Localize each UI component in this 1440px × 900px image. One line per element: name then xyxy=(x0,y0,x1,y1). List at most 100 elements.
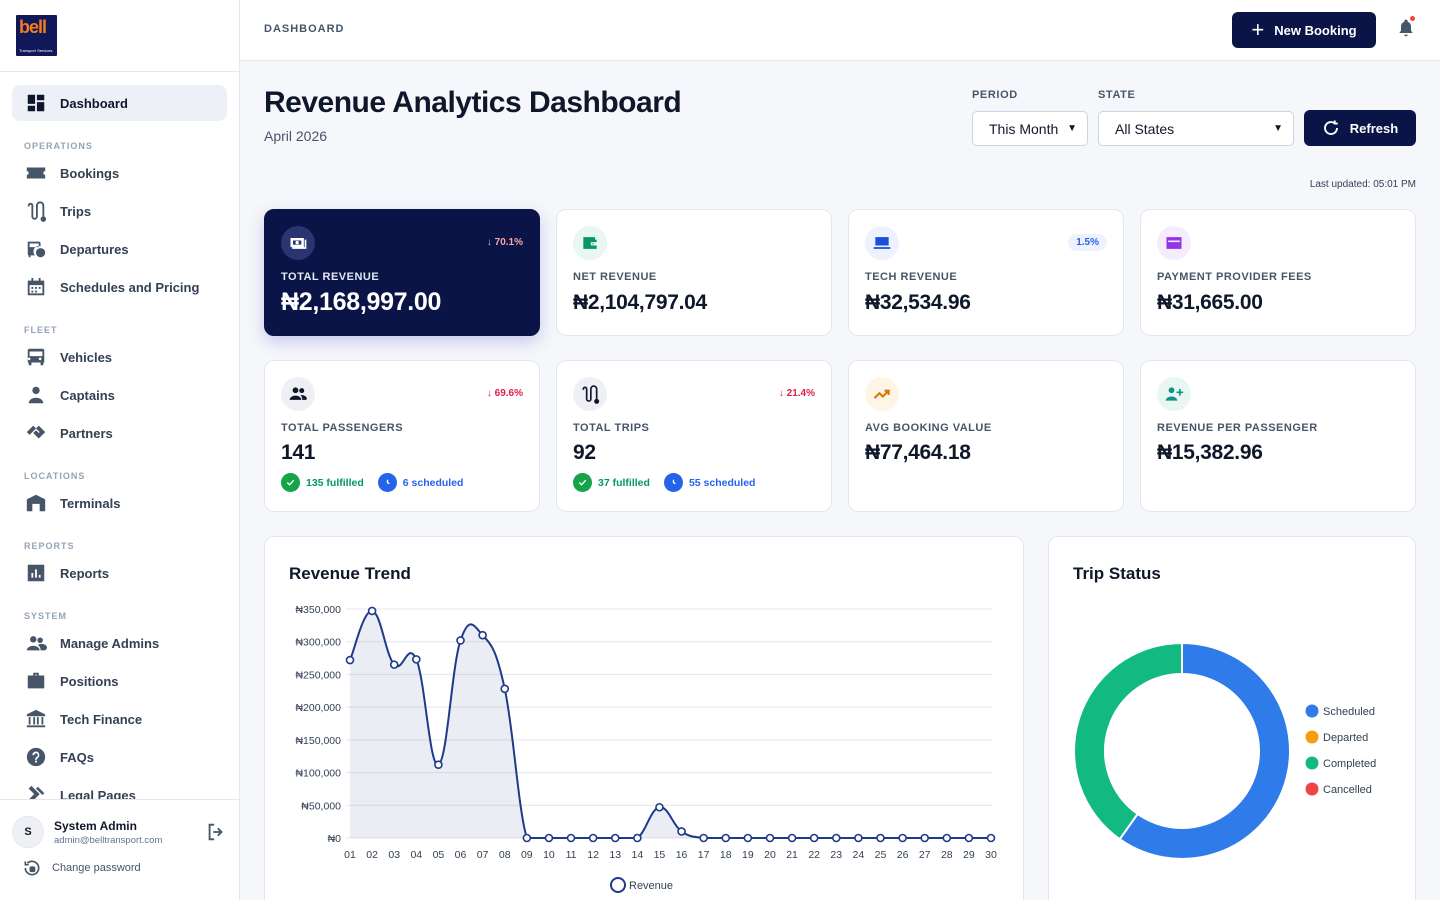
state-label: STATE xyxy=(1098,89,1136,101)
sidebar-item-dashboard[interactable]: Dashboard xyxy=(12,85,227,121)
trip-status-panel: Trip Status Scheduled Departed Completed Ca… xyxy=(1048,536,1416,900)
sidebar-item-terminals[interactable]: Terminals xyxy=(12,485,227,521)
change-password-link[interactable]: Change password xyxy=(0,854,239,878)
bank-icon xyxy=(24,707,48,731)
total-passengers-label: TOTAL PASSENGERS xyxy=(281,422,404,434)
user-email: admin@belltransport.com xyxy=(54,834,163,846)
total-trips-label: TOTAL TRIPS xyxy=(573,422,650,434)
state-select[interactable]: All States ▼ xyxy=(1098,111,1294,146)
net-revenue-value: ₦2,104,797.04 xyxy=(573,291,707,314)
x-tick-label: 04 xyxy=(410,849,422,861)
sidebar-item-label: Trips xyxy=(60,203,92,219)
data-point xyxy=(345,655,355,665)
avg-booking-card: AVG BOOKING VALUE ₦77,464.18 xyxy=(848,360,1124,512)
sidebar-item-label: Tech Finance xyxy=(60,711,143,727)
people-icon xyxy=(24,631,48,655)
provider-fees-card: PAYMENT PROVIDER FEES ₦31,665.00 xyxy=(1140,209,1416,336)
trips-fulfilled: 37 fulfilled xyxy=(598,476,650,489)
data-point xyxy=(920,833,929,843)
revenue-per-passenger-card: REVENUE PER PASSENGER ₦15,382.96 xyxy=(1140,360,1416,512)
tech-revenue-value: ₦32,534.96 xyxy=(865,291,971,314)
sidebar-item-label: Legal Pages xyxy=(60,787,136,803)
sidebar-footer: S System Admin admin@belltransport.com C… xyxy=(0,799,239,900)
sidebar-item-captains[interactable]: Captains xyxy=(12,377,227,413)
sidebar-item-trips[interactable]: Trips xyxy=(12,193,227,229)
sidebar-item-label: FAQs xyxy=(60,749,94,765)
sidebar-item-vehicles[interactable]: Vehicles xyxy=(12,339,227,375)
data-point xyxy=(898,833,907,843)
legend-marker xyxy=(610,877,626,893)
total-passengers-card: ↓ 69.6% TOTAL PASSENGERS 141 135 fulfill… xyxy=(264,360,540,512)
section-operations: OPERATIONS xyxy=(24,141,93,151)
section-locations: LOCATIONS xyxy=(24,471,86,481)
bell-icon[interactable] xyxy=(1396,17,1416,39)
sidebar-item-label: Vehicles xyxy=(60,349,113,365)
logout-icon[interactable] xyxy=(205,821,227,843)
period-select[interactable]: This Month ▼ xyxy=(972,111,1088,146)
x-tick-label: 12 xyxy=(587,849,599,861)
sidebar-item-tech-finance[interactable]: Tech Finance xyxy=(12,701,227,737)
trip-status-chart[interactable]: Scheduled Departed Completed Cancelled xyxy=(1049,537,1415,900)
route-icon xyxy=(573,377,607,411)
history-lock-icon xyxy=(24,860,40,876)
data-point xyxy=(787,833,797,843)
slice-completed xyxy=(1073,641,1183,841)
data-point xyxy=(677,827,686,836)
cash-icon xyxy=(281,226,315,260)
data-point xyxy=(544,833,554,843)
data-point xyxy=(478,630,487,640)
x-tick-label: 29 xyxy=(963,849,975,861)
x-tick-label: 19 xyxy=(742,849,754,861)
sidebar-item-label: Departures xyxy=(60,241,129,257)
x-tick-label: 10 xyxy=(543,849,555,861)
sidebar-item-departures[interactable]: Departures xyxy=(12,231,227,267)
trip-status-title: Trip Status xyxy=(1073,564,1161,583)
passengers-change: ↓ 69.6% xyxy=(486,388,523,399)
legend-label: Departed xyxy=(1323,732,1368,744)
page-subtitle: April 2026 xyxy=(264,128,328,144)
x-tick-label: 13 xyxy=(609,849,621,861)
bell-logo[interactable]: bell Transport Services xyxy=(16,15,57,56)
chevron-down-icon: ▼ xyxy=(1067,123,1077,134)
sidebar-item-reports[interactable]: Reports xyxy=(12,555,227,591)
sidebar-item-bookings[interactable]: Bookings xyxy=(12,155,227,191)
sidebar-item-faqs[interactable]: FAQs xyxy=(12,739,227,775)
trending-up-icon xyxy=(865,377,899,411)
revenue-trend-chart[interactable]: ₦0 ₦50,000 ₦100,000 ₦150,000 ₦200,000 ₦250,00… xyxy=(265,537,1023,900)
sidebar-item-partners[interactable]: Partners xyxy=(12,415,227,451)
sidebar-item-manage-admins[interactable]: Manage Admins xyxy=(12,625,227,661)
clock-icon xyxy=(663,473,683,492)
data-point xyxy=(942,833,952,843)
x-tick-label: 30 xyxy=(985,849,997,861)
sidebar-item-schedules[interactable]: Schedules and Pricing xyxy=(12,269,227,305)
bus-icon xyxy=(24,345,48,369)
x-tick-label: 06 xyxy=(455,849,467,861)
x-tick-label: 25 xyxy=(875,849,887,861)
new-booking-button[interactable]: + New Booking xyxy=(1232,12,1376,48)
breadcrumb: DASHBOARD xyxy=(264,23,345,35)
net-revenue-card: NET REVENUE ₦2,104,797.04 xyxy=(556,209,832,336)
refresh-label: Refresh xyxy=(1349,120,1399,136)
people-icon xyxy=(281,377,315,411)
avatar[interactable]: S xyxy=(12,816,44,848)
total-revenue-label: TOTAL REVENUE xyxy=(281,271,380,283)
dashboard-icon xyxy=(24,91,48,115)
laptop-icon xyxy=(865,226,899,260)
avg-booking-value: ₦77,464.18 xyxy=(865,441,971,464)
data-point xyxy=(765,833,775,843)
legend-dot xyxy=(1305,756,1319,770)
total-passengers-value: 141 xyxy=(281,441,316,464)
data-point xyxy=(500,684,510,694)
sidebar-item-legal-pages[interactable]: Legal Pages xyxy=(12,777,227,813)
y-tick-label: ₦100,000 xyxy=(295,768,341,780)
wallet-icon xyxy=(573,226,607,260)
refresh-button[interactable]: Refresh xyxy=(1304,110,1416,146)
sidebar-item-label: Positions xyxy=(60,673,119,689)
sidebar: bell Transport Services Dashboard OPERAT… xyxy=(0,0,240,900)
provider-fees-value: ₦31,665.00 xyxy=(1157,291,1263,314)
sidebar-item-positions[interactable]: Positions xyxy=(12,663,227,699)
y-tick-label: ₦50,000 xyxy=(301,800,341,812)
trips-breakdown: 37 fulfilled 55 scheduled xyxy=(573,473,769,492)
section-system: SYSTEM xyxy=(24,611,68,621)
data-point xyxy=(655,802,664,812)
